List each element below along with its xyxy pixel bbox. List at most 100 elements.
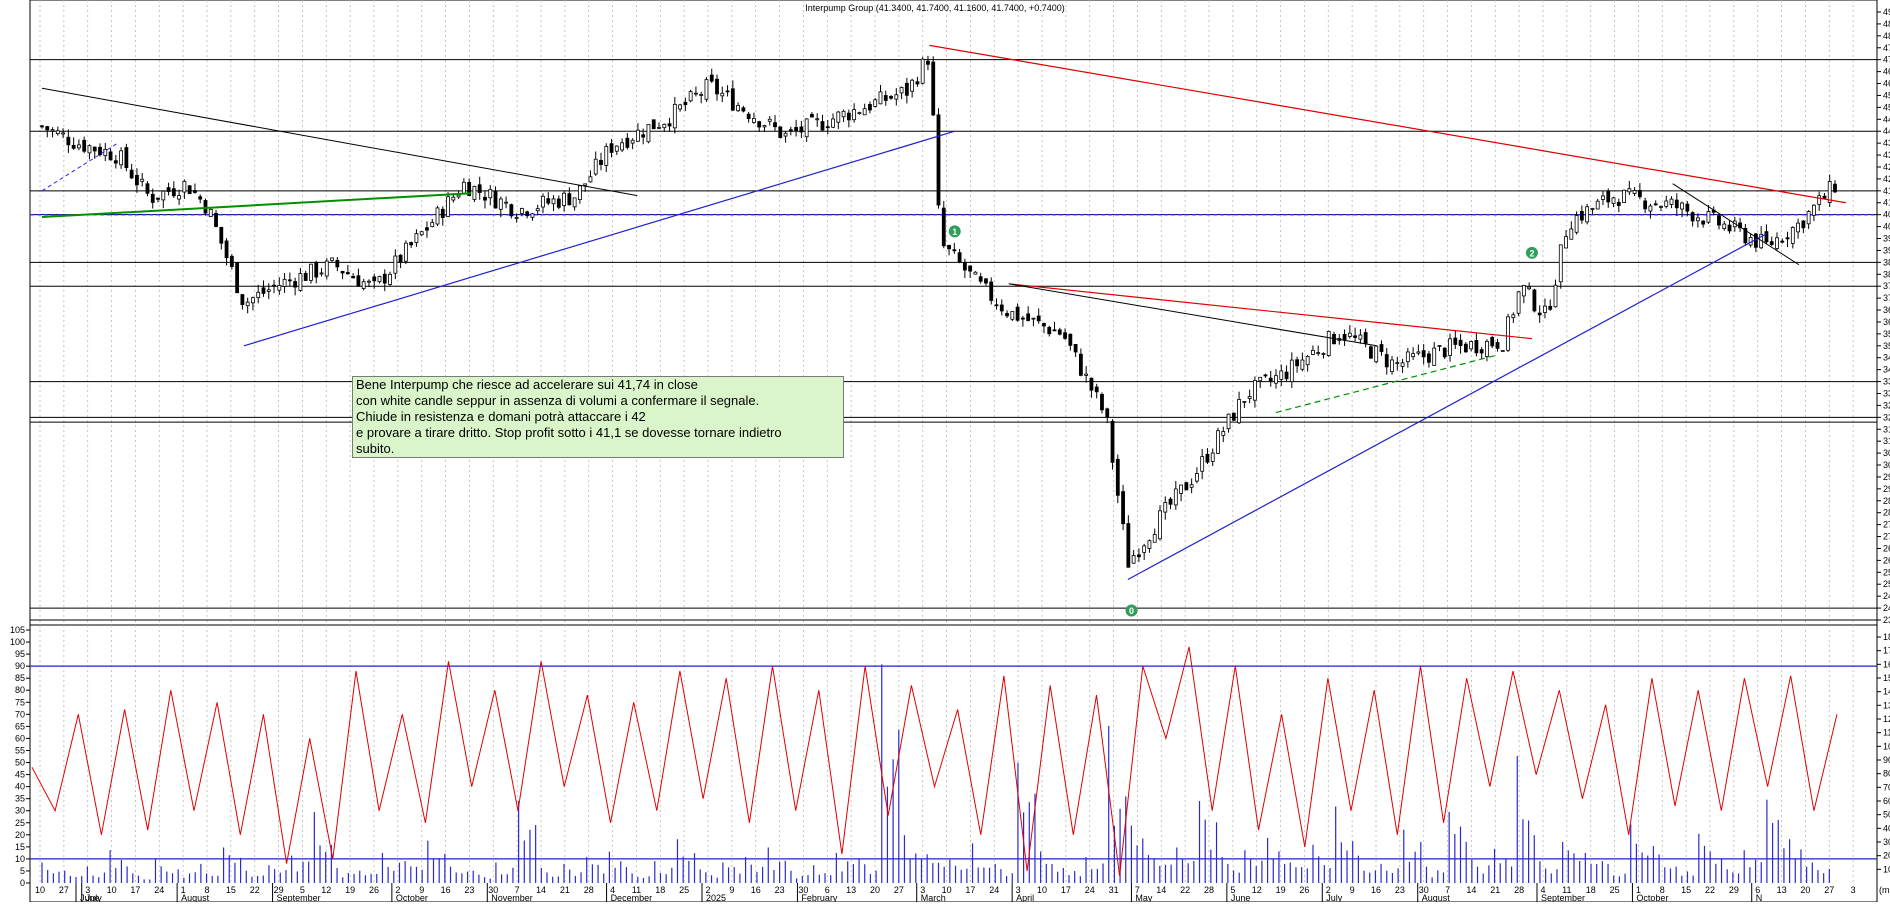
candle-body xyxy=(1453,337,1458,345)
candle-body xyxy=(873,99,878,107)
candle-body xyxy=(1311,349,1315,355)
candle-body xyxy=(820,121,825,131)
candle-body xyxy=(1395,362,1400,365)
candle-body xyxy=(1585,206,1590,223)
candle-body xyxy=(1384,354,1389,368)
candle-body xyxy=(1005,312,1009,317)
candle-body xyxy=(161,190,166,201)
candle-body xyxy=(240,294,245,305)
x-day-label: 28 xyxy=(1514,885,1524,895)
candle-body xyxy=(483,196,487,201)
candle-body xyxy=(1669,198,1674,205)
candle-body xyxy=(98,146,102,156)
y-tick-label: 32.0 xyxy=(1883,412,1890,422)
x-day-label: 16 xyxy=(751,885,761,895)
candle-body xyxy=(1316,352,1321,355)
candle-body xyxy=(135,174,139,186)
candle-body xyxy=(1084,373,1089,376)
y-tick-label: 27.5 xyxy=(1883,520,1890,530)
candle-body xyxy=(936,114,941,206)
candle-body xyxy=(1601,195,1605,200)
x-day-label: 25 xyxy=(679,885,689,895)
candle-body xyxy=(604,146,609,166)
y-tick-label: 25.0 xyxy=(1883,579,1890,589)
candle-body xyxy=(773,122,777,128)
x-month-label: September xyxy=(277,893,321,902)
x-day-label: 21 xyxy=(1490,885,1500,895)
y-tick-label: 43.5 xyxy=(1883,138,1890,148)
x-day-label: 13 xyxy=(1777,885,1787,895)
y-tick-label: 28.5 xyxy=(1883,496,1890,506)
candle-body xyxy=(472,185,477,200)
candle-body xyxy=(1833,183,1837,193)
y-tick-label: 38.0 xyxy=(1883,269,1890,279)
trendline-green xyxy=(41,192,472,219)
y-tick-label: 29.0 xyxy=(1883,484,1890,494)
candle-body xyxy=(1221,431,1226,436)
y-tick-label: 29.5 xyxy=(1883,472,1890,482)
x-day-label: 10 xyxy=(942,885,952,895)
volume-tick-label: 10000 xyxy=(1883,741,1890,751)
candle-body xyxy=(762,125,767,128)
candle-body xyxy=(1295,359,1299,367)
candle-body xyxy=(947,245,951,250)
candle-body xyxy=(1326,331,1331,356)
x-day-label: 17 xyxy=(130,885,140,895)
candle-body xyxy=(1717,215,1721,226)
x-day-label: 22 xyxy=(1705,885,1715,895)
candle-body xyxy=(287,279,292,282)
x-day-label: 7 xyxy=(1445,885,1450,895)
candle-body xyxy=(973,271,978,275)
candle-body xyxy=(361,281,366,289)
volume-tick-label: 12000 xyxy=(1883,714,1890,724)
candle-body xyxy=(883,95,888,101)
candle-body xyxy=(377,275,382,283)
candle-body xyxy=(425,227,429,231)
x-day-label: 17 xyxy=(965,885,975,895)
y-tick-label: 37.0 xyxy=(1883,293,1890,303)
candle-body xyxy=(535,208,540,212)
candle-body xyxy=(1195,473,1199,482)
trendline-green-dashed xyxy=(1275,354,1497,414)
candle-body xyxy=(388,273,392,285)
candle-body xyxy=(340,270,345,274)
commentary-box: Bene Interpump che riesce ad accelerare … xyxy=(352,376,844,458)
candle-body xyxy=(440,208,445,218)
x-day-label: 7 xyxy=(515,885,520,895)
candle-body xyxy=(683,102,688,105)
x-month-label: March xyxy=(921,893,946,902)
candle-body xyxy=(657,127,661,129)
candle-body xyxy=(952,249,957,252)
candle-body xyxy=(941,207,946,247)
x-day-label: 11 xyxy=(632,885,641,895)
candle-body xyxy=(1790,227,1795,244)
candle-body xyxy=(904,82,909,96)
candle-body xyxy=(1015,306,1020,321)
commentary-line: subito. xyxy=(356,441,395,456)
x-day-label: 24 xyxy=(989,885,999,895)
candle-body xyxy=(335,259,340,268)
candle-body xyxy=(1105,408,1110,418)
candle-body xyxy=(50,129,55,132)
candle-body xyxy=(1479,349,1484,354)
candle-body xyxy=(1258,376,1263,382)
candle-body xyxy=(810,113,814,118)
candle-body xyxy=(1806,211,1811,225)
candle-body xyxy=(1321,353,1326,355)
volume-tick-label: 3000 xyxy=(1883,837,1890,847)
x-day-label: 23 xyxy=(1395,885,1405,895)
candle-body xyxy=(1558,244,1563,283)
candle-body xyxy=(419,231,424,236)
candle-body xyxy=(129,169,134,179)
candle-body xyxy=(1115,458,1120,496)
candle-body xyxy=(1485,340,1489,357)
candle-body xyxy=(1780,240,1785,243)
x-day-label: 1 xyxy=(181,885,186,895)
osc-tick-label: 80 xyxy=(15,685,25,695)
candle-body xyxy=(245,301,250,307)
candle-body xyxy=(926,60,930,65)
candle-body xyxy=(868,104,872,111)
candle-body xyxy=(1469,341,1474,350)
wave-marker xyxy=(1125,604,1138,617)
x-day-label: 31 xyxy=(1109,885,1119,895)
